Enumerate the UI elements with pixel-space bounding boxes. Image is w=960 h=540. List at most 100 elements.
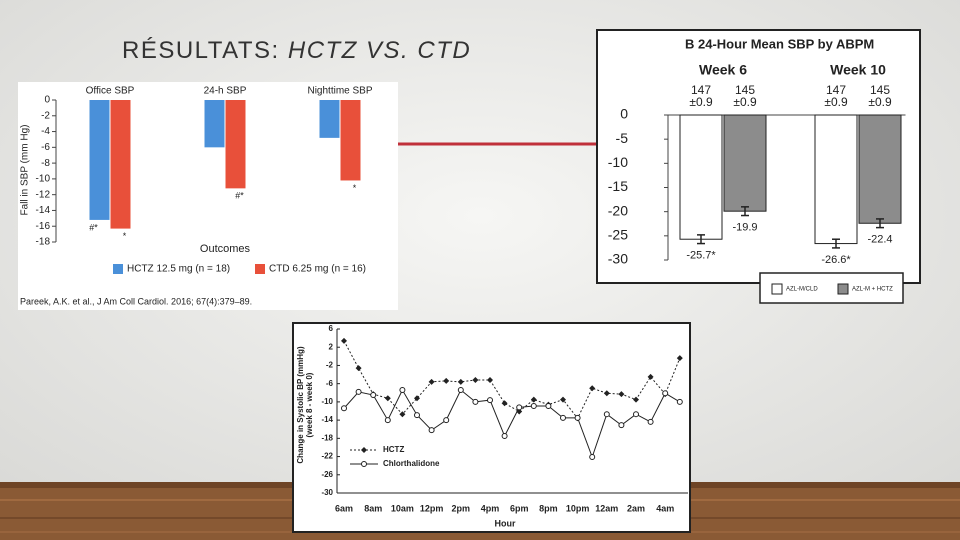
y-tick-label: -2 — [41, 110, 50, 121]
point — [662, 390, 669, 397]
n-label: 147 — [826, 83, 846, 97]
legend-swatch — [771, 283, 783, 295]
x-tick-label: 2pm — [452, 503, 471, 513]
bar — [814, 114, 858, 245]
legend-swatch — [837, 283, 849, 295]
value-label: -25.7* — [686, 249, 716, 261]
se-label: ±0.9 — [868, 95, 892, 109]
point — [384, 417, 391, 424]
y-tick-label: -8 — [41, 158, 50, 169]
y-axis-label: (week 8 - week 0) — [305, 372, 314, 437]
category-label: Office SBP — [86, 86, 135, 97]
point — [487, 397, 493, 404]
bar — [204, 100, 225, 148]
legend-label: AZL-M + HCTZ — [852, 287, 893, 293]
legend-swatch — [113, 264, 123, 274]
x-tick-label: 10am — [391, 503, 414, 513]
value-label: -22.4 — [867, 234, 892, 246]
x-tick-label: 12am — [595, 503, 618, 513]
bar — [319, 100, 340, 138]
point — [618, 391, 625, 398]
y-tick-label: -10 — [321, 397, 333, 406]
y-tick-label: -16 — [36, 221, 51, 232]
category-label: Nighttime SBP — [307, 86, 372, 97]
y-tick-label: -22 — [321, 452, 333, 461]
bar-marker: * — [123, 231, 127, 241]
bar — [723, 114, 767, 212]
point — [501, 400, 508, 407]
y-tick-label: -10 — [36, 174, 51, 185]
y-tick-label: -4 — [41, 126, 50, 137]
bar-marker: #* — [89, 222, 98, 232]
legend-label: HCTZ 12.5 mg (n = 18) — [127, 264, 230, 275]
point — [370, 392, 377, 399]
legend-swatch — [255, 264, 265, 274]
point — [676, 398, 683, 405]
point — [676, 355, 683, 362]
x-tick-label: 6pm — [510, 503, 529, 513]
legend-marker — [361, 447, 367, 453]
y-tick-label: -30 — [608, 251, 628, 267]
x-tick-label: 12pm — [420, 503, 444, 513]
y-tick-label: 2 — [329, 342, 334, 351]
x-axis-label: Hour — [495, 518, 516, 528]
y-tick-label: -12 — [36, 189, 51, 200]
x-tick-label: 8pm — [539, 503, 558, 513]
point — [501, 433, 508, 440]
n-label: 145 — [735, 83, 755, 97]
y-tick-label: -18 — [321, 433, 333, 442]
point — [560, 396, 566, 403]
y-tick-label: -14 — [321, 415, 333, 424]
point — [414, 412, 420, 419]
bar — [340, 100, 361, 181]
x-axis-label: Outcomes — [200, 243, 251, 255]
n-label: 147 — [691, 83, 711, 97]
category-label: Week 6 — [699, 62, 747, 78]
point — [457, 378, 464, 385]
point — [530, 402, 537, 409]
x-tick-label: 8am — [364, 503, 382, 513]
point — [428, 427, 435, 434]
point — [399, 411, 406, 418]
point — [355, 388, 362, 395]
x-tick-label: 10pm — [566, 503, 590, 513]
point — [341, 337, 347, 344]
point — [647, 373, 654, 380]
slide-title: RÉSULTATS: HCTZ VS. CTD — [122, 37, 471, 64]
point — [589, 454, 596, 461]
point — [428, 378, 435, 385]
point — [603, 411, 610, 418]
point — [341, 405, 347, 412]
bar — [89, 100, 110, 220]
se-label: ±0.9 — [689, 95, 713, 109]
legend-label: Chlorthalidone — [383, 459, 440, 468]
point — [457, 387, 464, 394]
bar-marker: #* — [235, 191, 244, 201]
category-label: Week 10 — [830, 62, 886, 78]
legend-marker — [361, 461, 367, 467]
se-label: ±0.9 — [733, 95, 757, 109]
point — [443, 417, 450, 424]
point — [516, 404, 523, 411]
x-tick-label: 6am — [335, 503, 353, 513]
series-line — [343, 388, 681, 459]
y-tick-label: -20 — [608, 202, 628, 218]
chart-title: B 24-Hour Mean SBP by ABPM — [685, 36, 874, 51]
point — [384, 395, 391, 402]
x-tick-label: 2am — [627, 503, 645, 513]
category-label: 24-h SBP — [204, 86, 247, 97]
se-label: ±0.9 — [824, 95, 848, 109]
y-tick-label: -30 — [321, 488, 333, 497]
source: Pareek, A.K. et al., J Am Coll Cardiol. … — [20, 296, 252, 306]
point — [574, 414, 581, 421]
y-axis-label: Change in Systolic BP (mmHg) — [296, 346, 305, 464]
x-tick-label: 4pm — [481, 503, 500, 513]
y-tick-label: 0 — [620, 106, 628, 122]
y-tick-label: -26 — [321, 470, 333, 479]
point — [472, 377, 479, 384]
point — [472, 398, 479, 405]
panel-c — [292, 322, 691, 533]
point — [633, 396, 639, 403]
value-label: -19.9 — [732, 221, 757, 233]
